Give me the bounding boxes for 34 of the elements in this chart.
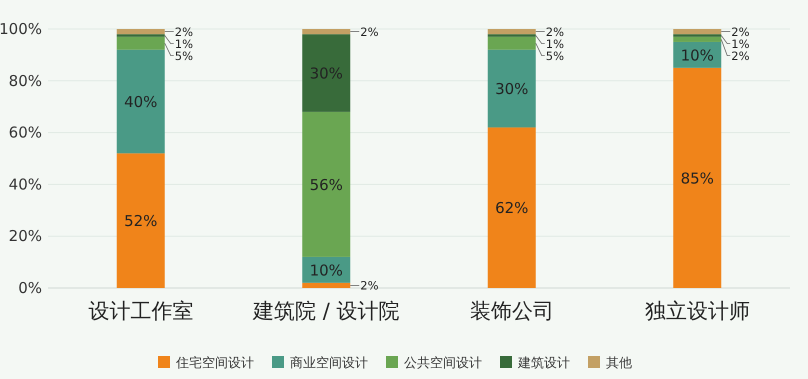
y-tick-label: 0% bbox=[18, 279, 42, 297]
data-label: 52% bbox=[124, 212, 158, 230]
data-label: 10% bbox=[310, 261, 343, 280]
legend-label: 住宅空间设计 bbox=[175, 355, 254, 371]
data-label: 2% bbox=[731, 48, 750, 63]
data-label: 30% bbox=[495, 80, 528, 98]
data-label: 30% bbox=[310, 64, 343, 83]
y-tick-label: 40% bbox=[8, 175, 42, 194]
legend-label: 其他 bbox=[606, 356, 632, 371]
data-label: 40% bbox=[124, 93, 158, 112]
y-tick-label: 100% bbox=[0, 20, 42, 38]
x-tick-label: 独立设计师 bbox=[644, 299, 750, 323]
data-label: 2% bbox=[360, 24, 379, 39]
legend-label: 商业空间设计 bbox=[290, 356, 368, 371]
data-label: 1% bbox=[546, 36, 564, 51]
data-label: 1% bbox=[731, 36, 750, 51]
legend-label: 建筑设计 bbox=[517, 356, 570, 371]
y-tick-label: 80% bbox=[8, 72, 42, 90]
data-label: 5% bbox=[174, 48, 194, 63]
y-tick-label: 20% bbox=[8, 227, 42, 246]
x-tick-label: 装饰公司 bbox=[470, 299, 554, 323]
data-label: 2% bbox=[350, 24, 378, 39]
data-label: 85% bbox=[680, 169, 714, 188]
data-label: 56% bbox=[310, 176, 343, 194]
y-tick-label: 60% bbox=[8, 124, 42, 142]
data-label: 1% bbox=[174, 36, 194, 51]
data-label: 2% bbox=[350, 278, 378, 293]
data-label: 2% bbox=[360, 278, 379, 293]
data-label: 5% bbox=[546, 48, 564, 63]
data-label: 62% bbox=[495, 199, 528, 218]
x-tick-label: 设计工作室 bbox=[88, 299, 194, 323]
x-tick-label: 建筑院 / 设计院 bbox=[252, 299, 400, 323]
legend-label: 公共空间设计 bbox=[404, 356, 482, 371]
data-label: 10% bbox=[680, 46, 714, 64]
